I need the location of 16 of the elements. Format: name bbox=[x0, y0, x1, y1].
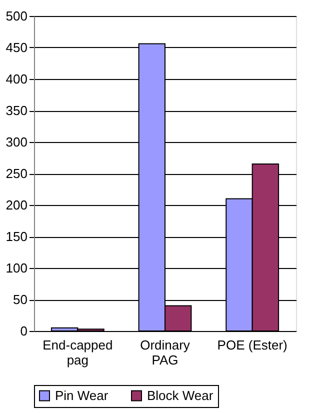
y-tick-label: 450 bbox=[6, 40, 28, 55]
y-tick-label: 100 bbox=[6, 260, 28, 276]
y-tick-label: 300 bbox=[6, 134, 28, 150]
x-tick-label: POE (Ester) bbox=[217, 338, 288, 352]
y-tick-label: 150 bbox=[6, 229, 28, 244]
y-tick-label: 50 bbox=[13, 292, 28, 307]
y-tick-label: 0 bbox=[20, 324, 28, 338]
legend-label: Block Wear bbox=[147, 388, 214, 403]
x-tick-label: Ordinary PAG bbox=[140, 338, 190, 368]
y-tick-label: 350 bbox=[6, 103, 28, 118]
y-tick-label: 400 bbox=[6, 72, 28, 86]
legend-label: Pin Wear bbox=[55, 388, 109, 403]
y-tick-label: 200 bbox=[6, 198, 28, 212]
x-tick-label: End-capped pag bbox=[42, 338, 113, 368]
y-tick-label: 250 bbox=[6, 166, 28, 181]
y-tick-label: 500 bbox=[6, 8, 28, 24]
